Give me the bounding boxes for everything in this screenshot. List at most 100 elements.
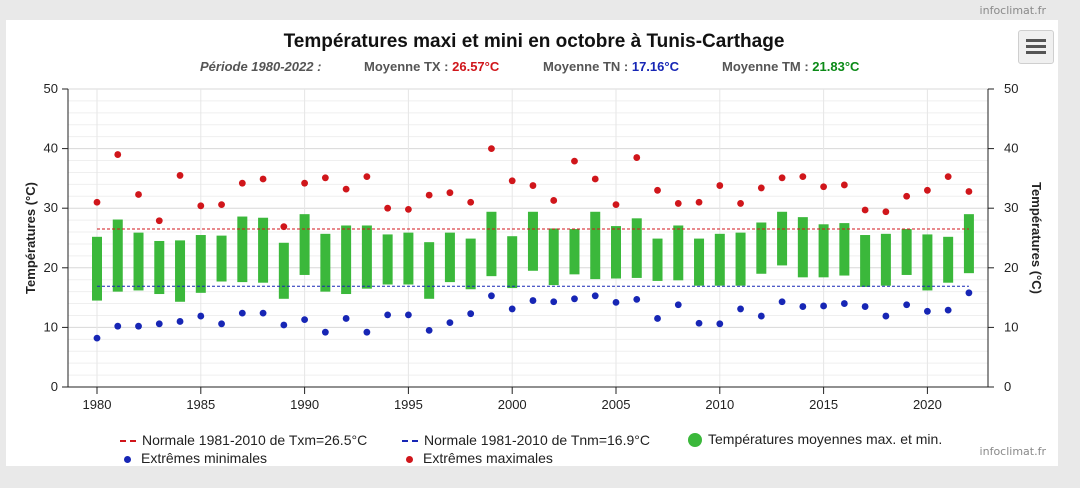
legend-ext-min[interactable]: Extrêmes minimales <box>120 450 267 466</box>
legend-ext-min-label: Extrêmes minimales <box>141 450 268 466</box>
extreme-max-point-1984 <box>176 172 184 179</box>
extreme-min-point-2000 <box>508 305 516 313</box>
extreme-max-point-2000 <box>508 177 516 185</box>
extreme-max-point-1996 <box>425 191 433 199</box>
legend-bars-label: Températures moyennes max. et min. <box>708 431 943 447</box>
legend-normal-tx[interactable]: Normale 1981-2010 de Txm=26.5°C <box>120 432 367 448</box>
extreme-min-point-1996 <box>425 326 433 334</box>
legend-ext-max[interactable]: Extrêmes maximales <box>402 450 553 466</box>
x-tick-label: 1985 <box>186 397 215 412</box>
extreme-max-point-1995 <box>405 205 412 213</box>
extreme-max-point-1982 <box>135 191 142 198</box>
range-bar-1999 <box>486 211 497 277</box>
chart-title: Températures maxi et mini en octobre à T… <box>283 31 785 52</box>
y-tick-label-right: 40 <box>1004 141 1018 156</box>
range-bar-2001 <box>527 211 538 271</box>
extreme-max-point-2009 <box>695 198 703 206</box>
range-bar-1982 <box>133 232 144 291</box>
y-tick-label-left: 50 <box>44 81 58 96</box>
extreme-min-point-2020 <box>924 307 931 315</box>
extreme-min-point-1986 <box>218 320 225 328</box>
mean-tn-value: 17.16°C <box>631 59 679 74</box>
extreme-min-point-1990 <box>301 316 308 324</box>
blue-dash-line-icon <box>402 440 418 443</box>
extreme-max-point-2014 <box>799 173 807 181</box>
extreme-min-point-1982 <box>135 322 142 330</box>
extreme-min-point-1989 <box>280 321 288 329</box>
extreme-max-point-2004 <box>591 175 599 183</box>
y-tick-label-left: 0 <box>51 379 58 394</box>
range-bar-1989 <box>278 242 289 299</box>
extreme-max-point-2006 <box>633 154 641 161</box>
extreme-max-point-2005 <box>612 201 620 209</box>
x-tick-label: 1980 <box>83 397 112 412</box>
extreme-min-point-1994 <box>384 311 392 319</box>
extreme-max-point-1994 <box>384 204 392 212</box>
x-tick-label: 2005 <box>602 397 631 412</box>
range-bar-2020 <box>922 234 933 291</box>
range-bar-2009 <box>694 238 705 286</box>
subtitle-mean-tn: Moyenne TN : 17.16°C <box>543 59 679 74</box>
y-axis-title-left: Températures (°C) <box>23 182 38 294</box>
extreme-max-point-2010 <box>716 182 724 189</box>
extreme-min-point-2008 <box>674 301 682 309</box>
legend-ext-max-label: Extrêmes maximales <box>423 450 553 466</box>
extreme-min-point-2019 <box>903 301 911 309</box>
extreme-max-point-2018 <box>882 208 890 216</box>
extreme-max-point-2022 <box>965 188 973 195</box>
red-dash-line-icon <box>120 440 136 443</box>
extreme-min-point-2016 <box>840 300 848 307</box>
red-dot-icon <box>406 455 413 463</box>
extreme-max-point-1985 <box>197 202 205 210</box>
extreme-min-point-1998 <box>467 310 475 318</box>
range-bar-2014 <box>797 217 808 278</box>
range-bar-2013 <box>777 211 788 266</box>
extreme-max-point-2007 <box>654 186 661 194</box>
range-bar-2022 <box>963 214 974 274</box>
extreme-min-point-2013 <box>778 298 786 306</box>
mean-tn-label: Moyenne TN : <box>543 59 632 74</box>
range-bar-2015 <box>818 224 829 278</box>
hamburger-menu-icon[interactable] <box>1018 30 1054 64</box>
extreme-min-point-2009 <box>695 319 703 327</box>
range-bar-1994 <box>382 234 393 285</box>
extreme-max-point-1986 <box>218 201 225 209</box>
extreme-max-point-2015 <box>820 183 827 191</box>
watermark-bottom: infoclimat.fr <box>979 445 1046 458</box>
extreme-min-point-2005 <box>612 298 620 306</box>
extreme-max-point-1992 <box>342 185 350 193</box>
mean-tx-value: 26.57°C <box>452 59 500 74</box>
extreme-max-point-1981 <box>114 151 122 158</box>
extreme-min-point-2006 <box>633 295 641 303</box>
legend-normal-tn-label: Normale 1981-2010 de Tnm=16.9°C <box>424 432 650 448</box>
extreme-max-point-2001 <box>529 182 537 189</box>
extreme-max-point-1980 <box>93 198 101 206</box>
y-tick-label-right: 20 <box>1004 260 1018 275</box>
legend-normal-tn[interactable]: Normale 1981-2010 de Tnm=16.9°C <box>402 432 650 448</box>
extreme-min-point-1992 <box>342 315 350 322</box>
y-tick-label-left: 10 <box>44 319 58 334</box>
x-tick-label: 2020 <box>913 397 942 412</box>
blue-dot-icon <box>124 455 131 463</box>
extreme-min-point-1995 <box>405 311 412 319</box>
range-bar-2010 <box>714 233 725 286</box>
extreme-max-point-2011 <box>737 200 744 207</box>
x-tick-label: 1995 <box>394 397 423 412</box>
extreme-min-point-2003 <box>571 295 578 303</box>
range-bar-1992 <box>341 225 352 295</box>
extreme-max-point-2008 <box>674 200 682 207</box>
extreme-max-point-2003 <box>571 157 578 165</box>
legend-bars[interactable]: Températures moyennes max. et min. <box>688 431 943 448</box>
extreme-min-point-1991 <box>321 328 329 336</box>
extreme-max-point-1991 <box>321 174 329 182</box>
legend-normal-tx-label: Normale 1981-2010 de Txm=26.5°C <box>142 432 368 448</box>
subtitle-period: Période 1980-2022 : <box>200 59 322 74</box>
extreme-min-point-2007 <box>654 315 661 322</box>
range-bar-1981 <box>112 219 123 292</box>
extreme-min-point-1993 <box>363 328 371 336</box>
y-tick-label-left: 20 <box>44 260 58 275</box>
extreme-max-point-1988 <box>259 175 267 183</box>
extreme-max-point-2016 <box>840 181 848 189</box>
range-bar-2021 <box>943 236 954 283</box>
mean-tm-label: Moyenne TM : <box>722 59 813 74</box>
